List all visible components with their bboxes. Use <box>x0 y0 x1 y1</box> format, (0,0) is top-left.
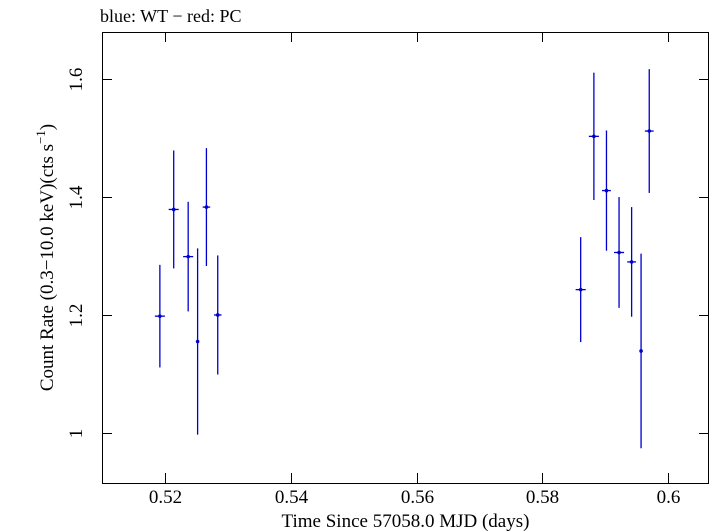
data-point <box>154 264 165 368</box>
data-point <box>644 69 654 193</box>
data-point-marker <box>215 313 220 317</box>
y-axis-label-prefix: Count Rate (0.3−10.0 keV)(cts s <box>37 144 58 391</box>
data-point <box>168 150 179 269</box>
data-point-marker <box>186 254 190 259</box>
y-axis-label-suffix: ) <box>37 124 58 130</box>
data-point <box>183 201 194 312</box>
plot-area-border <box>102 32 709 484</box>
x-tick-label: 0.54 <box>275 487 309 508</box>
data-point <box>575 237 586 343</box>
plot-frame <box>102 32 709 484</box>
chart-title: blue: WT − red: PC <box>100 6 241 26</box>
data-point <box>614 197 625 308</box>
y-tick-label: 1.6 <box>66 68 87 92</box>
data-point-marker <box>617 250 621 255</box>
y-axis-tick-labels: 1 1.2 1.4 1.6 <box>66 68 87 439</box>
data-point <box>602 130 611 251</box>
y-tick-label: 1.2 <box>66 304 87 328</box>
y-tick-label: 1 <box>66 429 87 439</box>
data-point <box>213 255 222 375</box>
data-point <box>588 72 599 201</box>
data-point <box>195 248 200 435</box>
data-point <box>639 253 643 449</box>
x-axis-tick-labels: 0.52 0.54 0.56 0.58 0.6 <box>149 487 681 508</box>
data-point-marker <box>171 207 176 212</box>
data-points <box>154 69 654 449</box>
x-tick-label: 0.6 <box>657 487 681 508</box>
data-point-marker <box>639 349 643 353</box>
data-point-marker <box>647 129 652 133</box>
y-axis-ticks <box>102 79 709 434</box>
data-point-marker <box>195 339 200 344</box>
x-tick-label: 0.52 <box>149 487 182 508</box>
data-point-marker <box>629 260 634 264</box>
data-point-marker <box>204 205 209 209</box>
y-tick-label: 1.4 <box>66 185 87 209</box>
y-axis-label: Count Rate (0.3−10.0 keV)(cts s−1) <box>33 124 58 391</box>
data-point-marker <box>158 314 162 318</box>
y-axis-label-superscript: −1 <box>33 130 48 144</box>
data-point <box>202 148 211 267</box>
data-point-marker <box>604 188 609 193</box>
x-axis-ticks <box>165 32 669 483</box>
x-tick-label: 0.58 <box>526 487 559 508</box>
data-point-marker <box>592 134 596 139</box>
data-point <box>627 207 637 317</box>
x-axis-label: Time Since 57058.0 MJD (days) <box>282 511 530 532</box>
data-point-marker <box>578 287 583 292</box>
x-tick-label: 0.56 <box>401 487 434 508</box>
